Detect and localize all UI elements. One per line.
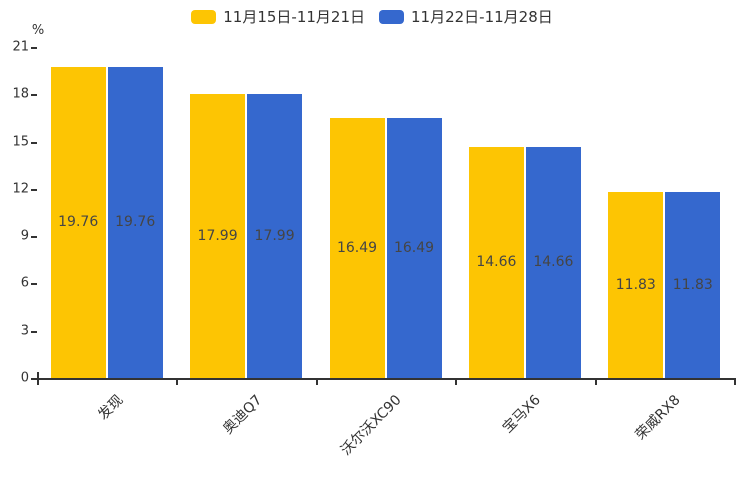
legend-item-series1[interactable]: 11月15日-11月21日 [191,6,365,27]
bar-value-label: 11.83 [615,276,656,293]
legend-label-series1: 11月15日-11月21日 [223,8,365,26]
chart-legend: 11月15日-11月21日 11月22日-11月28日 [0,6,744,27]
y-axis-tick-label: 15 [12,134,29,150]
y-axis-tick [31,94,37,97]
legend-swatch-blue-icon [379,9,404,24]
x-axis-category-label: 发现 [95,392,127,424]
bar-value-label: 14.66 [533,254,574,271]
y-axis-tick [31,283,37,286]
y-axis-tick [31,188,37,191]
y-axis-tick-label: 21 [12,39,29,55]
y-axis-tick-label: 0 [20,370,29,386]
x-axis-tick [315,380,318,385]
bar-week1[interactable] [468,146,524,378]
legend-item-series2[interactable]: 11月22日-11月28日 [379,6,553,27]
x-axis-category-label: 荣威RX8 [632,392,684,444]
bar-value-label: 19.76 [115,214,156,231]
bar-week2[interactable] [665,191,721,378]
y-axis-unit-label: % [31,23,45,38]
bar-value-label: 19.76 [58,214,99,231]
bar-week2[interactable] [107,66,163,378]
bar-week1[interactable] [608,191,664,378]
bar-value-label: 11.83 [672,276,713,293]
y-axis-tick [31,47,37,49]
bar-value-label: 16.49 [393,240,435,257]
bar-week1[interactable] [329,118,385,378]
y-axis-tick-label: 12 [12,181,29,197]
x-axis-tick [176,380,179,385]
legend-swatch-yellow-icon [191,9,217,24]
bar-value-label: 16.49 [336,240,378,257]
bar-week1[interactable] [50,66,106,378]
bar-week1[interactable] [190,94,246,378]
x-axis-category-label: 奥迪Q7 [220,392,266,438]
x-axis-tick [734,380,736,385]
x-axis-tick [37,380,39,385]
y-axis-origin-tick [37,372,39,378]
x-axis-category-label: 宝马X6 [500,392,545,437]
x-axis-tick [594,380,597,385]
x-axis-line [37,378,736,380]
bar-value-label: 17.99 [197,228,238,245]
legend-label-series2: 11月22日-11月28日 [411,8,553,26]
y-axis-tick-label: 6 [20,275,29,291]
y-axis-tick-label: 18 [12,86,29,102]
y-axis-tick-label: 9 [20,228,29,244]
x-axis-category-label: 沃尔沃XC90 [338,392,405,459]
y-axis-tick [31,141,37,144]
x-axis-tick [455,380,458,385]
y-axis-tick [31,330,37,333]
bar-week2[interactable] [386,118,442,378]
y-axis-tick [31,236,37,239]
bar-value-label: 14.66 [476,254,517,271]
bar-week2[interactable] [247,94,303,378]
y-axis-tick [31,378,37,380]
bar-week2[interactable] [525,146,581,378]
y-axis-tick-label: 3 [20,323,29,339]
bar-value-label: 17.99 [254,228,295,245]
